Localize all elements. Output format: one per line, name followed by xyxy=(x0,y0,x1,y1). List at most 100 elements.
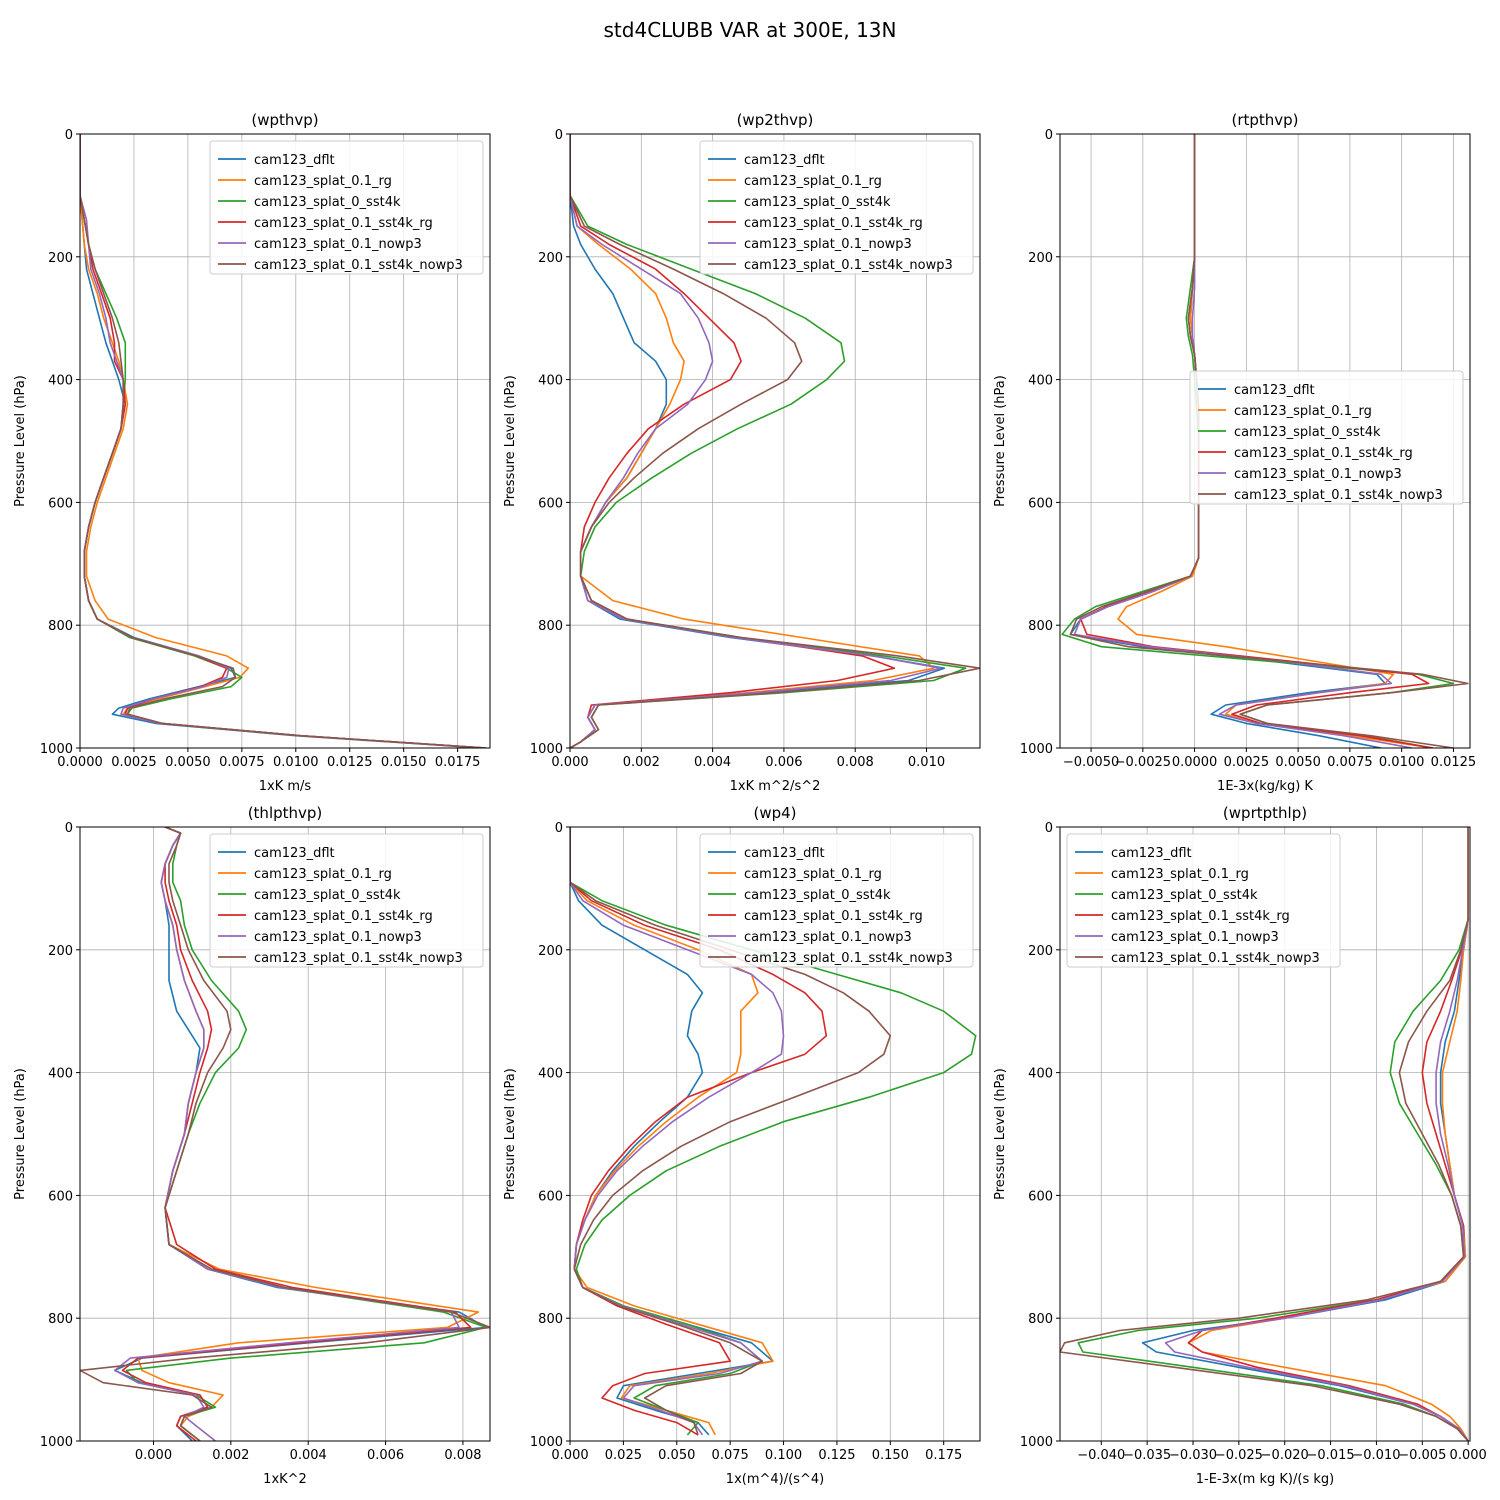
x-tick-label: 0.0175 xyxy=(435,755,481,770)
y-tick-label: 800 xyxy=(48,1312,73,1327)
series-line-cam123_splat_0.1_sst4k_nowp3 xyxy=(1069,134,1469,748)
figure-title: std4CLUBB VAR at 300E, 13N xyxy=(604,18,897,42)
x-tick-label: −0.040 xyxy=(1077,1448,1125,1463)
series-lines xyxy=(80,827,490,1441)
x-axis-label: 1x(m^4)/(s^4) xyxy=(726,1472,824,1487)
x-tick-label: 0.002 xyxy=(623,755,660,770)
y-tick-label: 400 xyxy=(48,374,73,389)
plot-frame xyxy=(1059,133,1471,749)
x-axis: −0.0050−0.0025 0.0000 0.0025 0.0050 0.0075 0.… xyxy=(1063,748,1476,770)
legend-entry-label: cam123_splat_0.1_rg xyxy=(254,867,392,882)
y-tick-label: 600 xyxy=(538,1189,563,1204)
x-axis-label: 1xK m/s xyxy=(259,779,312,794)
panel-title: (thlpthvp) xyxy=(248,804,323,822)
legend-entry-label: cam123_splat_0.1_sst4k_nowp3 xyxy=(254,951,463,966)
legend: cam123_dflt cam123_splat_0.1_rg cam123_spl… xyxy=(209,833,484,968)
x-tick-label: 0.125 xyxy=(818,1448,855,1463)
legend: cam123_dflt cam123_splat_0.1_rg cam123_spl… xyxy=(1066,833,1341,968)
legend-entry-label: cam123_splat_0.1_sst4k_nowp3 xyxy=(744,951,953,966)
x-tick-label: 0.006 xyxy=(765,755,802,770)
legend-entry-label: cam123_splat_0.1_nowp3 xyxy=(254,237,422,252)
legend-box xyxy=(699,833,974,968)
series-line-cam123_splat_0.1_sst4k_nowp3 xyxy=(1060,827,1469,1441)
x-tick-label: −0.005 xyxy=(1398,1448,1446,1463)
panel-thlpthvp: 0.000 0.002 0.004 0.006 0.008 0 200 400 600 800 10… xyxy=(13,804,491,1487)
legend-entry-label: cam123_splat_0.1_rg xyxy=(744,174,882,189)
series-line-cam123_splat_0.1_sst4k_rg xyxy=(570,134,896,748)
x-tick-label: 0.075 xyxy=(712,1448,749,1463)
series-line-cam123_splat_0.1_sst4k_rg xyxy=(570,827,828,1436)
y-axis-label: Pressure Level (hPa) xyxy=(993,375,1008,507)
y-tick-label: 200 xyxy=(1028,251,1053,266)
y-axis: 0 200 400 600 800 1000 xyxy=(1020,128,1060,757)
legend-entry-label: cam123_splat_0.1_nowp3 xyxy=(254,930,422,945)
panel-wpthvp: 0.0000 0.0025 0.0050 0.0075 0.0100 0.0125 0.01… xyxy=(13,111,491,794)
y-axis-label: Pressure Level (hPa) xyxy=(503,375,518,507)
y-axis: 0 200 400 600 800 1000 xyxy=(40,821,80,1450)
x-tick-label: 0.000 xyxy=(551,755,588,770)
y-tick-label: 1000 xyxy=(40,1435,73,1450)
series-line-cam123_splat_0.1_rg xyxy=(80,134,486,748)
y-tick-label: 800 xyxy=(48,619,73,634)
x-tick-label: −0.015 xyxy=(1307,1448,1355,1463)
x-tick-label: −0.030 xyxy=(1169,1448,1217,1463)
x-axis-label: 1xK m^2/s^2 xyxy=(730,779,821,794)
plot-frame xyxy=(1059,826,1471,1442)
legend-box xyxy=(1189,370,1464,505)
legend-entry-label: cam123_dflt xyxy=(1234,383,1315,398)
legend-entry-label: cam123_splat_0.1_sst4k_nowp3 xyxy=(254,258,463,273)
x-tick-label: 0.0025 xyxy=(1224,755,1270,770)
y-tick-label: 600 xyxy=(1028,496,1053,511)
x-tick-label: 0.0075 xyxy=(219,755,265,770)
x-tick-label: 0.175 xyxy=(925,1448,962,1463)
legend: cam123_dflt cam123_splat_0.1_rg cam123_spl… xyxy=(209,140,484,275)
series-line-cam123_splat_0.1_nowp3 xyxy=(1073,134,1413,748)
x-tick-label: 0.000 xyxy=(1450,1448,1487,1463)
x-axis-label: 1E-3x(kg/kg) K xyxy=(1217,779,1313,794)
legend-entry-label: cam123_splat_0.1_sst4k_nowp3 xyxy=(744,258,953,273)
panel-title: (wpthvp) xyxy=(251,111,318,129)
y-tick-label: 1000 xyxy=(1020,1435,1053,1450)
y-axis-label: Pressure Level (hPa) xyxy=(993,1068,1008,1200)
panel-rtpthvp: −0.0050−0.0025 0.0000 0.0025 0.0050 0.0075 0.… xyxy=(993,111,1476,794)
legend: cam123_dflt cam123_splat_0.1_rg cam123_spl… xyxy=(699,833,974,968)
y-tick-label: 600 xyxy=(538,496,563,511)
x-tick-label: −0.0050 xyxy=(1063,755,1119,770)
y-tick-label: 1000 xyxy=(530,1435,563,1450)
y-tick-label: 600 xyxy=(48,496,73,511)
x-tick-label: 0.008 xyxy=(444,1448,481,1463)
legend-box xyxy=(209,140,484,275)
legend-entry-label: cam123_splat_0.1_nowp3 xyxy=(1234,467,1402,482)
x-tick-label: 0.150 xyxy=(872,1448,909,1463)
y-tick-label: 400 xyxy=(1028,374,1053,389)
legend-entry-label: cam123_dflt xyxy=(254,846,335,861)
legend-entry-label: cam123_splat_0_sst4k xyxy=(254,195,401,210)
series-lines xyxy=(570,134,980,748)
legend-entry-label: cam123_splat_0.1_sst4k_rg xyxy=(1234,446,1413,461)
series-line-cam123_dflt xyxy=(570,827,774,1436)
x-axis: 0.000 0.002 0.004 0.006 0.008 xyxy=(135,1441,482,1463)
plot-frame xyxy=(569,133,981,749)
x-tick-label: 0.025 xyxy=(605,1448,642,1463)
y-tick-label: 200 xyxy=(1028,944,1053,959)
legend-entry-label: cam123_splat_0.1_sst4k_rg xyxy=(744,216,923,231)
y-tick-label: 400 xyxy=(538,1067,563,1082)
series-line-cam123_splat_0.1_rg xyxy=(1187,827,1469,1441)
panel-title: (wp2thvp) xyxy=(737,111,814,129)
x-axis: 0.000 0.025 0.050 0.075 0.100 0.125 0.150 0.175 xyxy=(551,1441,962,1463)
y-tick-label: 0 xyxy=(1045,821,1053,836)
legend-entry-label: cam123_splat_0_sst4k xyxy=(744,888,891,903)
x-axis: 0.000 0.002 0.004 0.006 0.008 0.010 xyxy=(551,748,945,770)
y-tick-label: 800 xyxy=(1028,1312,1053,1327)
panel-title: (wp4) xyxy=(753,804,796,822)
legend-entry-label: cam123_splat_0.1_rg xyxy=(1111,867,1249,882)
y-tick-label: 200 xyxy=(48,251,73,266)
x-tick-label: −0.0025 xyxy=(1115,755,1171,770)
series-line-cam123_splat_0.1_sst4k_nowp3 xyxy=(570,827,892,1436)
series-line-cam123_splat_0.1_nowp3 xyxy=(1164,827,1469,1441)
legend-entry-label: cam123_splat_0.1_rg xyxy=(254,174,392,189)
x-tick-label: 0.0075 xyxy=(1327,755,1373,770)
x-tick-label: 0.100 xyxy=(765,1448,802,1463)
legend-entry-label: cam123_splat_0_sst4k xyxy=(1234,425,1381,440)
